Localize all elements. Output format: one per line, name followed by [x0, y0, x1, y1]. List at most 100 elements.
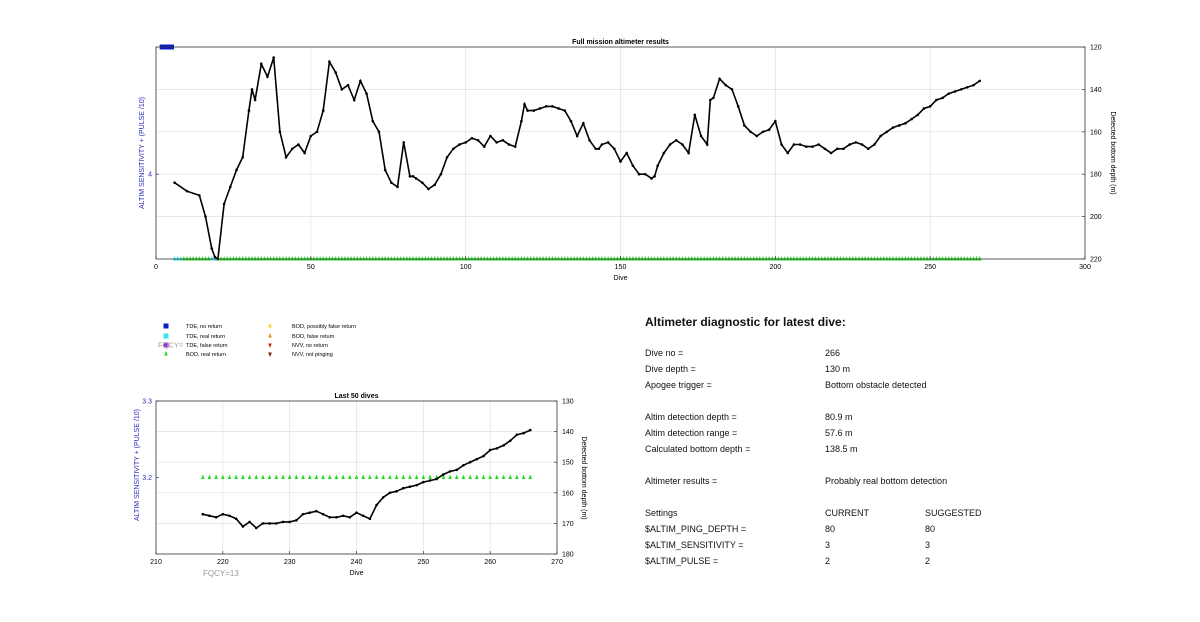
bottom-depth-point: [959, 88, 963, 91]
top-chart-title: Full mission altimeter results: [572, 39, 669, 46]
bottom-depth-point: [528, 428, 532, 432]
bottom-depth-point: [198, 194, 201, 197]
bottom-depth-point: [513, 145, 517, 148]
bod-real-return-marker: [674, 256, 679, 261]
bottom-depth-point: [860, 143, 864, 146]
bod-real-return-marker: [358, 256, 363, 261]
bod-real-return-marker: [333, 256, 338, 261]
bod-real-return-marker: [819, 256, 824, 261]
diagnostic-title: Altimeter diagnostic for latest dive:: [645, 315, 846, 329]
bod-real-return-marker: [466, 256, 471, 261]
bod-real-return-marker: [946, 256, 951, 261]
bod-real-return-marker: [281, 256, 285, 261]
bottom-depth-point: [786, 151, 790, 155]
bod-real-return-marker: [795, 256, 799, 261]
bod-real-return-marker: [779, 256, 784, 261]
bottom-depth-point: [328, 515, 332, 519]
bod-real-return-marker: [485, 256, 490, 261]
bottom-depth-point: [662, 151, 666, 155]
bottom-depth-point: [817, 143, 820, 146]
bod-real-return-marker: [624, 256, 629, 261]
bod-real-return-marker: [278, 256, 282, 261]
bottom-depth-point: [563, 109, 567, 112]
bottom-depth-point: [335, 515, 338, 519]
bottom-depth-point: [891, 126, 895, 129]
bod-real-return-marker: [525, 256, 530, 261]
bod-real-return-marker: [336, 256, 341, 261]
bod-real-return-marker: [658, 256, 663, 261]
bod-real-return-marker: [206, 256, 211, 261]
bod-real-return-marker: [838, 256, 843, 261]
apogee-row: Apogee trigger = Bottom obstacle detecte…: [645, 380, 1085, 394]
bod-real-return-marker: [256, 256, 260, 261]
legend-marker-triangle: [268, 352, 272, 357]
bottom-depth-point: [442, 473, 445, 476]
bottom-depth-point: [229, 185, 232, 189]
left-y-tick-label: 4: [148, 172, 152, 179]
bod-real-return-marker: [274, 474, 279, 479]
bottom-depth-point: [213, 255, 217, 259]
bod-real-return-marker: [234, 256, 239, 261]
bottom-depth-point: [842, 147, 845, 151]
bod-real-return-marker: [906, 256, 911, 261]
bod-real-return-marker: [234, 474, 238, 479]
bottom-depth-point: [631, 164, 635, 168]
bod-real-return-marker: [705, 256, 710, 261]
bottom-depth-point: [687, 151, 690, 155]
bottom-depth-point: [501, 138, 505, 142]
bod-real-return-marker: [401, 256, 406, 261]
bod-real-return-marker: [854, 256, 858, 261]
bod-real-return-marker: [439, 256, 443, 261]
bottom-depth-point: [375, 503, 378, 507]
bod-real-return-marker: [535, 256, 539, 261]
bottom-depth-point: [235, 168, 238, 172]
dive-no-label: Dive no =: [645, 348, 684, 358]
bottom-depth-point: [381, 496, 385, 499]
bod-real-return-marker: [785, 256, 790, 261]
bod-real-return-marker: [758, 256, 762, 261]
bod-real-return-marker: [454, 256, 459, 261]
bod-real-return-marker: [508, 474, 513, 479]
bod-real-return-marker: [550, 256, 555, 261]
bod-real-return-marker: [643, 256, 648, 261]
bod-real-return-marker: [894, 256, 898, 261]
bottom-depth-point: [415, 483, 418, 487]
x-tick-label: 200: [769, 264, 781, 271]
bod-real-return-marker: [454, 474, 459, 479]
bod-real-return-marker: [476, 256, 480, 261]
bod-real-return-marker: [919, 256, 923, 261]
bod-real-return-marker: [445, 256, 449, 261]
bottom-depth-point: [253, 98, 257, 102]
bod-real-return-marker: [290, 256, 295, 261]
bottom-depth-point: [538, 107, 542, 110]
bottom-depth-point: [947, 92, 951, 95]
bod-real-return-marker: [665, 256, 669, 261]
bod-real-return-marker: [470, 256, 474, 261]
bod-real-return-marker: [284, 256, 288, 261]
bod-real-return-marker: [507, 256, 511, 261]
bottom-depth-point: [221, 512, 225, 516]
bod-real-return-marker: [261, 474, 265, 479]
bottom-depth-point: [674, 138, 678, 142]
bottom-depth-point: [897, 124, 901, 127]
bod-real-return-marker: [640, 256, 644, 261]
bod-real-return-marker: [578, 256, 583, 261]
bod-real-return-marker: [504, 256, 508, 261]
bod-real-return-marker: [222, 256, 226, 261]
bottom-depth-point: [730, 88, 734, 91]
bottom-depth-point: [173, 181, 176, 184]
detection-range-row: Altim detection range = 57.6 m: [645, 428, 1085, 442]
bod-real-return-marker: [912, 256, 917, 261]
bottom-depth-point: [439, 172, 443, 176]
bod-real-return-marker: [473, 256, 477, 261]
bod-real-return-marker: [191, 256, 195, 261]
bod-real-return-marker: [637, 256, 641, 261]
bod-real-return-marker: [968, 256, 973, 261]
bod-real-return-marker: [569, 256, 573, 261]
bod-real-return-marker: [897, 256, 901, 261]
bottom-depth-point: [488, 448, 492, 452]
right-y-tick-label: 160: [1090, 129, 1102, 136]
bod-real-return-marker: [386, 256, 391, 261]
bottom-depth-point: [600, 143, 604, 146]
x-tick-label: 250: [924, 264, 936, 271]
